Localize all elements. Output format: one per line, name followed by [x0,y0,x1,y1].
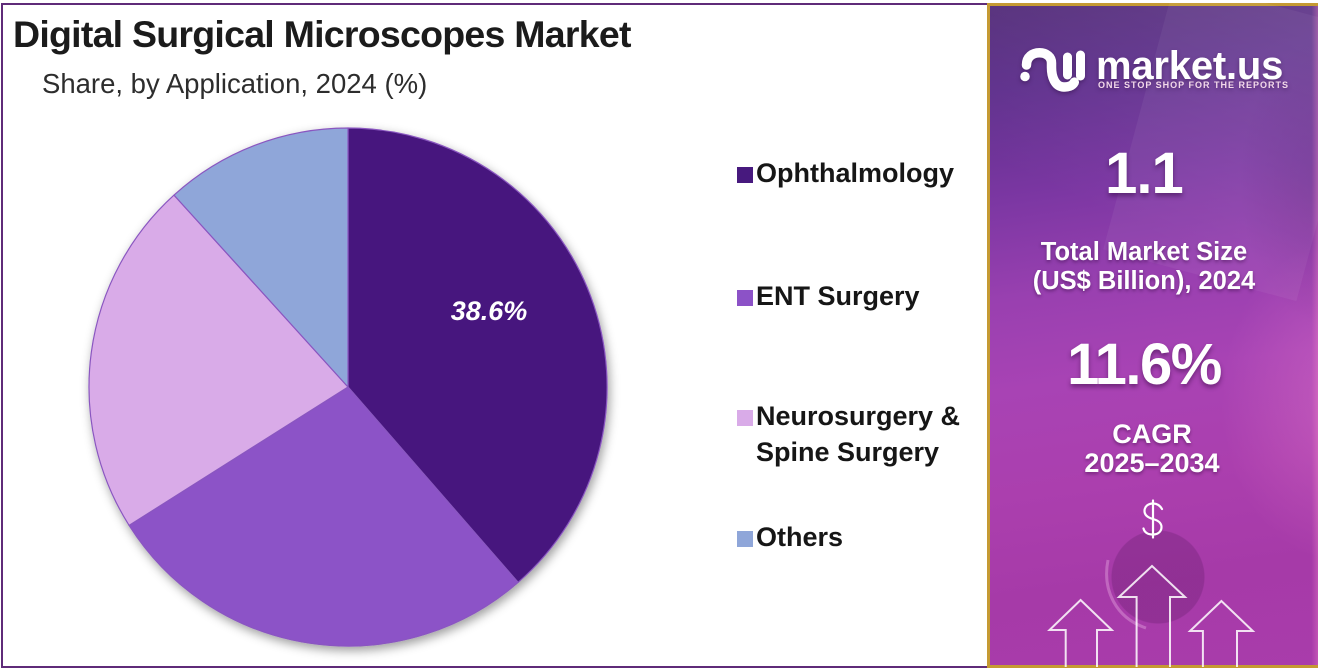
svg-text:market.us: market.us [1096,44,1283,88]
svg-text:ONE STOP SHOP FOR THE REPORTS: ONE STOP SHOP FOR THE REPORTS [1098,80,1289,90]
svg-text:38.6%: 38.6% [451,296,528,326]
